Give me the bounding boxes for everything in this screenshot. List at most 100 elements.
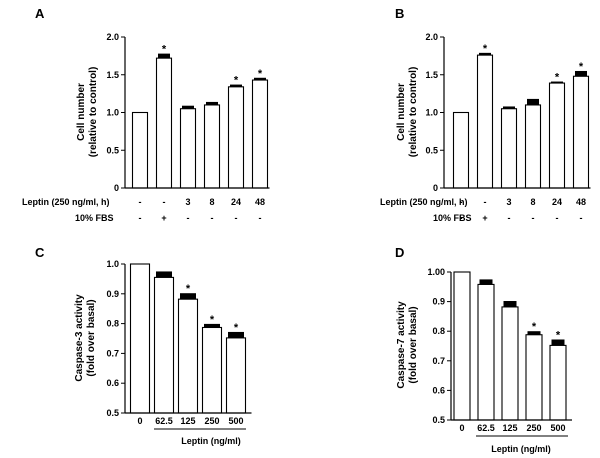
y-axis-label: Caspase-7 activity(fold over basal) (396, 301, 419, 389)
x-tick-label: 250 (204, 416, 219, 426)
significance-star: * (556, 329, 561, 341)
panel-c: C 0.5 0.6 0.7 0.8 0.9 1.0 Caspase-3 activity(fo… (35, 245, 252, 446)
significance-star: * (532, 321, 537, 333)
significance-star: * (234, 322, 239, 334)
y-tick-label: 0.6 (106, 378, 119, 388)
x-tick-label: 125 (180, 416, 195, 426)
y-tick-label: 2.0 (106, 32, 119, 42)
y-tick-label: 0 (433, 183, 438, 193)
significance-star: * (579, 61, 584, 73)
panel-a: A 0 0.5 1.0 1.5 2.0 Cell number(relative to co… (22, 6, 270, 223)
condition-value: 8 (530, 197, 535, 207)
condition-value: 8 (209, 197, 214, 207)
y-tick-label: 1.5 (425, 70, 438, 80)
y-tick-label: 0.9 (106, 289, 119, 299)
bar (203, 104, 221, 189)
panel-letter: D (395, 245, 404, 260)
error-bar (230, 84, 242, 87)
condition-row-label: Leptin (250 ng/ml, h) (22, 197, 110, 207)
condition-value: - (556, 213, 559, 223)
y-tick-label: 0.5 (106, 408, 119, 418)
error-bar (575, 70, 587, 77)
condition-value: 48 (576, 197, 586, 207)
bar (201, 326, 223, 414)
bar (251, 79, 269, 189)
x-axis-label: Leptin (ng/ml) (491, 444, 551, 454)
condition-row-label: 10% FBS (433, 213, 472, 223)
significance-star: * (555, 72, 560, 84)
y-tick-label: 1.0 (425, 108, 438, 118)
y-tick-label: 1.5 (106, 70, 119, 80)
error-bar (156, 271, 172, 278)
bar (524, 104, 542, 189)
y-tick-label: 0.5 (106, 145, 119, 155)
error-bar (503, 301, 517, 307)
bar (225, 337, 247, 414)
y-axis-label-line: (relative to control) (88, 67, 99, 158)
condition-row-label: Leptin (250 ng/ml, h) (380, 197, 468, 207)
condition-value: + (482, 213, 487, 223)
bar (572, 75, 590, 189)
x-tick-label: 0 (137, 416, 142, 426)
x-tick-label: 500 (550, 423, 565, 433)
y-tick-label: 0.8 (106, 319, 119, 329)
y-tick-label: 1.00 (427, 267, 445, 277)
error-bar (527, 98, 539, 105)
error-bar (206, 101, 218, 105)
condition-row-label: 10% FBS (75, 213, 114, 223)
condition-value: + (161, 213, 166, 223)
panel-d: D 0.5 0.6 0.7 0.8 0.9 1.00 Caspase-7 activity(f… (395, 245, 572, 454)
bar (131, 111, 149, 189)
y-tick-label: 0.5 (425, 145, 438, 155)
condition-value: - (580, 213, 583, 223)
error-bar (527, 331, 541, 335)
error-bar (479, 52, 491, 56)
condition-value: - (484, 197, 487, 207)
y-axis-label: Caspase-3 activity(fold over basal) (74, 294, 97, 382)
y-axis-label-line: (relative to control) (408, 67, 419, 158)
significance-star: * (234, 75, 239, 87)
condition-value: 24 (552, 197, 562, 207)
x-tick-label: 125 (502, 423, 517, 433)
y-tick-label: 0.9 (432, 297, 445, 307)
condition-value: - (508, 213, 511, 223)
y-axis-label-line: Cell number (76, 83, 87, 141)
x-tick-label: 500 (228, 416, 243, 426)
significance-star: * (162, 44, 167, 56)
error-bar (182, 105, 194, 109)
error-bar (180, 293, 196, 300)
x-axis-label: Leptin (ng/ml) (181, 436, 241, 446)
condition-value: - (211, 213, 214, 223)
error-bar (204, 323, 220, 328)
bar (476, 54, 494, 189)
bar (153, 276, 175, 414)
error-bar (551, 339, 565, 346)
bar (500, 108, 518, 189)
error-bar (503, 106, 515, 109)
y-tick-label: 1.0 (106, 108, 119, 118)
significance-star: * (186, 283, 191, 295)
significance-star: * (483, 43, 488, 55)
condition-value: - (532, 213, 535, 223)
significance-star: * (210, 314, 215, 326)
bar (155, 57, 173, 189)
y-tick-label: 2.0 (425, 32, 438, 42)
bar (548, 82, 566, 189)
bar (453, 271, 471, 421)
y-tick-label: 0.7 (106, 348, 119, 358)
bar (501, 306, 519, 421)
x-tick-label: 250 (526, 423, 541, 433)
bar (179, 108, 197, 189)
y-axis-label: Cell number(relative to control) (396, 67, 419, 158)
panel-b: B 0 0.5 1.0 1.5 2.0 Cell number(relative to co… (380, 6, 591, 223)
bar (549, 344, 567, 421)
y-axis-label: Cell number(relative to control) (76, 67, 99, 158)
condition-value: - (139, 197, 142, 207)
error-bar (158, 53, 170, 59)
x-tick-label: 0 (459, 423, 464, 433)
condition-value: - (460, 197, 463, 207)
bar (227, 86, 245, 189)
x-tick-label: 62.5 (477, 423, 495, 433)
y-axis-label-line: Caspase-3 activity (74, 294, 85, 382)
panel-letter: B (395, 6, 404, 21)
